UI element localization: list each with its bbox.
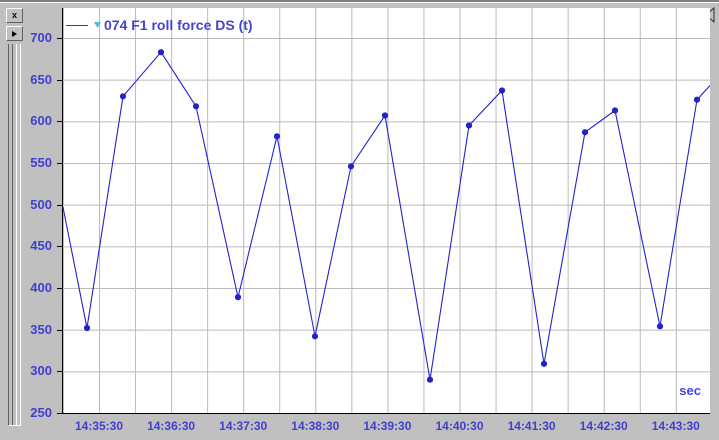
legend-entry-label: 074 F1 roll force DS (t): [104, 17, 253, 33]
data-point[interactable]: [426, 376, 434, 383]
x-axis-tick-label: 14:43:30: [651, 419, 700, 433]
window-bevel-light: [0, 2, 719, 3]
y-axis-tick-label: 350: [30, 321, 52, 337]
data-point[interactable]: [234, 294, 242, 301]
x-axis-unit-label: sec: [679, 383, 701, 398]
x-axis-tick-label: 14:36:30: [147, 419, 196, 433]
data-point[interactable]: [157, 49, 165, 56]
triangle-left-icon: [705, 6, 715, 24]
close-icon: x: [11, 10, 17, 20]
vertical-scale-slider[interactable]: [8, 44, 21, 426]
grid-lines: [62, 8, 710, 414]
data-point[interactable]: [693, 96, 701, 103]
x-axis-tick-label: 14:40:30: [435, 419, 484, 433]
data-point[interactable]: [611, 107, 619, 114]
data-point[interactable]: [273, 133, 281, 140]
y-axis-tick-label: 650: [30, 71, 52, 87]
y-axis-tick-mark: [57, 79, 62, 81]
close-button[interactable]: x: [6, 8, 23, 23]
x-axis-tick-label: 14:41:30: [507, 419, 556, 433]
y-axis-tick-mark: [57, 121, 62, 123]
y-axis-tick-mark: [57, 288, 62, 289]
plot-canvas: [62, 8, 710, 414]
triangle-right-icon: [12, 30, 17, 37]
y-axis-tick-label: 300: [30, 363, 52, 379]
data-point[interactable]: [656, 323, 664, 330]
x-axis-tick-label: 14:39:30: [363, 419, 412, 433]
axis-lines: [62, 8, 710, 414]
data-point[interactable]: [581, 129, 589, 136]
y-axis-tick-label: 400: [30, 280, 52, 295]
data-point[interactable]: [347, 163, 355, 170]
arrow-down-icon: [93, 17, 102, 33]
y-axis-tick-mark: [57, 204, 62, 206]
y-axis-tick-label: 550: [30, 155, 52, 170]
y-axis-tick-label: 600: [30, 113, 52, 129]
data-point[interactable]: [540, 360, 548, 367]
y-axis-tick-label: 500: [30, 196, 52, 212]
y-axis-tick-mark: [57, 163, 62, 164]
data-point[interactable]: [192, 103, 200, 110]
x-axis-tick-label: 14:42:30: [579, 419, 628, 433]
data-point[interactable]: [381, 112, 389, 119]
y-axis-tick-mark: [57, 329, 62, 331]
data-point[interactable]: [498, 87, 506, 94]
data-point[interactable]: [83, 324, 91, 332]
y-axis-tick-label: 450: [30, 238, 52, 254]
y-axis-tick-label: 250: [30, 405, 52, 420]
x-axis-tick-label: 14:38:30: [291, 419, 340, 433]
window-bevel-dark: [0, 0, 719, 2]
y-axis-tick-mark: [57, 371, 62, 373]
data-point[interactable]: [311, 333, 319, 340]
data-point[interactable]: [119, 93, 127, 100]
y-axis-tick-mark: [57, 38, 62, 39]
chart-legend: 074 F1 roll force DS (t): [66, 16, 253, 34]
y-axis-tick-label: 700: [30, 30, 52, 45]
y-axis-tick-mark: [57, 413, 62, 414]
vertical-scale-track: [12, 44, 17, 425]
expand-button[interactable]: [6, 26, 23, 41]
data-point[interactable]: [465, 122, 473, 129]
y-axis-tick-mark: [57, 246, 62, 248]
x-axis-tick-label: 14:37:30: [219, 419, 268, 433]
legend-line-swatch: [66, 24, 88, 26]
plot-area[interactable]: [62, 8, 710, 414]
x-axis-tick-label: 14:35:30: [74, 419, 124, 433]
series-markers-0[interactable]: [83, 49, 701, 383]
